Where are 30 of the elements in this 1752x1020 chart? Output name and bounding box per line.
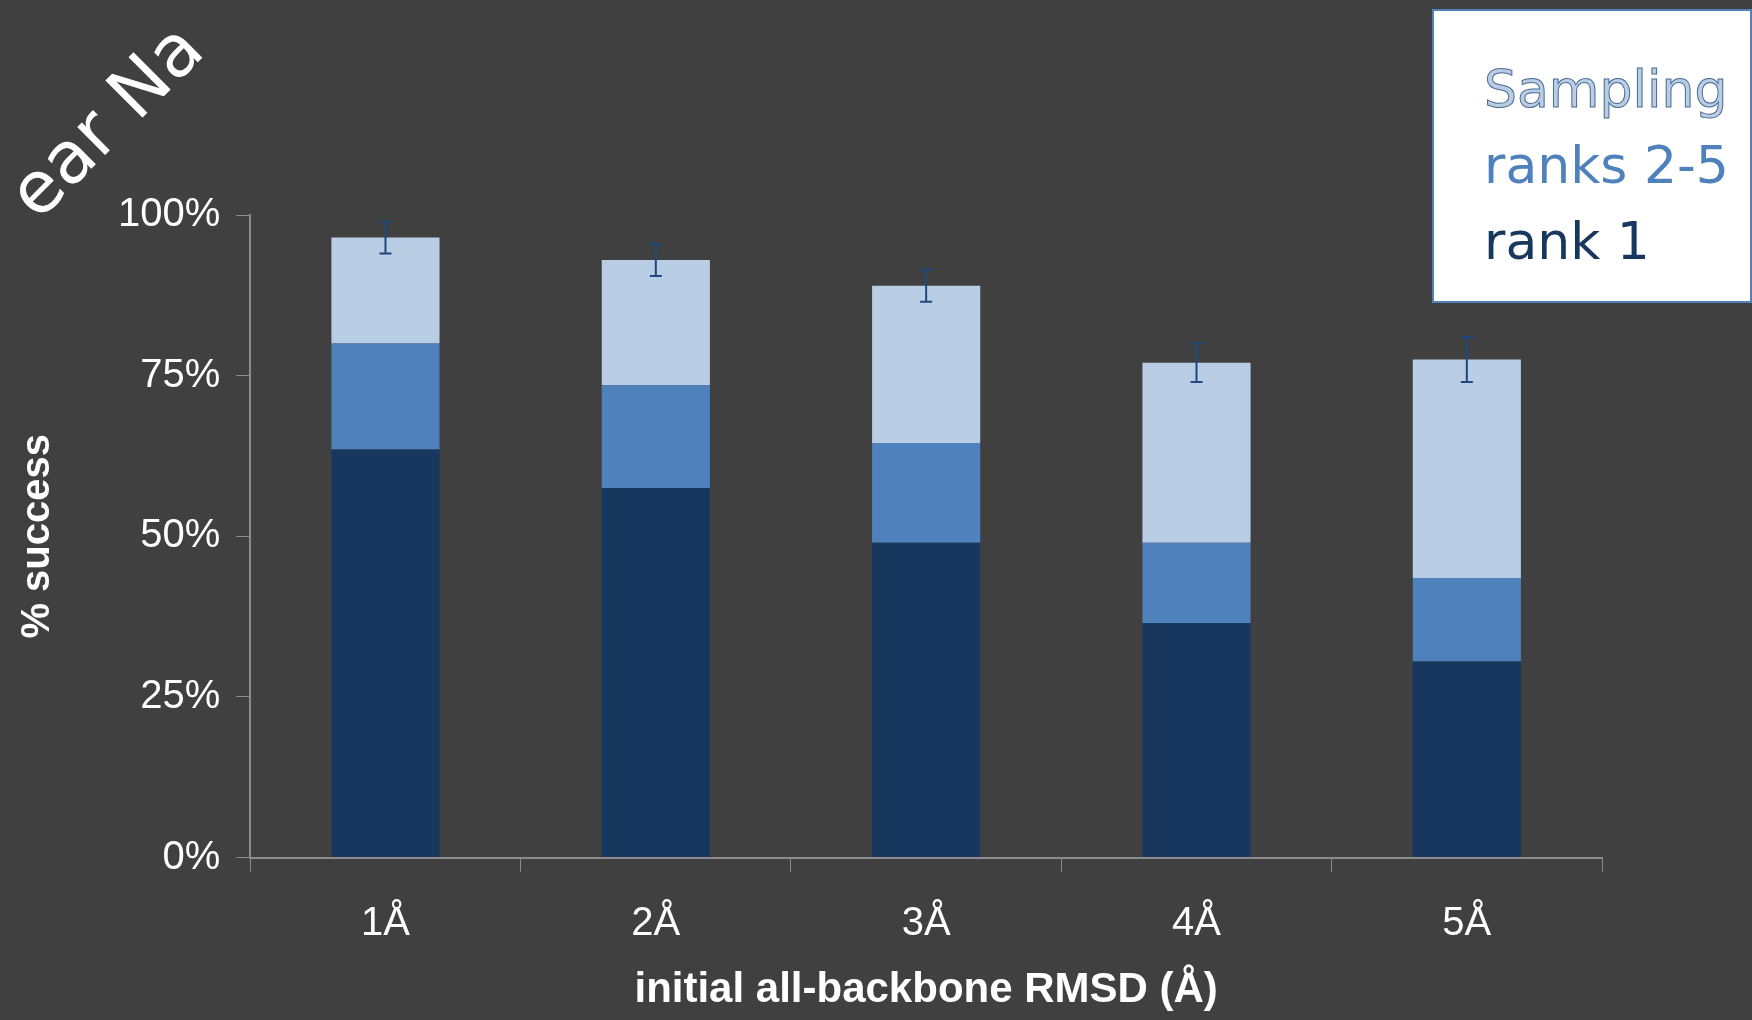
bar xyxy=(601,488,710,858)
x-tick-label: 2Å xyxy=(631,898,681,943)
bar xyxy=(331,237,440,344)
bar xyxy=(872,285,981,444)
bar xyxy=(1142,362,1251,543)
bar xyxy=(872,542,981,858)
x-tick-label: 1Å xyxy=(361,898,411,943)
y-tick-label: 75% xyxy=(140,350,221,395)
bar xyxy=(1412,661,1521,858)
y-tick-label: 50% xyxy=(140,511,221,556)
bar xyxy=(1412,578,1521,662)
text: Sampling xyxy=(1484,58,1729,121)
bar xyxy=(1412,359,1521,579)
x-tick-label: 5Å xyxy=(1442,898,1492,943)
text: ranks 2-5 xyxy=(1484,134,1730,197)
bar xyxy=(1142,623,1251,858)
bar xyxy=(872,443,981,543)
x-axis-title: initial all-backbone RMSD (Å) xyxy=(634,964,1218,1012)
y-tick-label: 25% xyxy=(140,671,221,716)
bar xyxy=(601,385,710,489)
bar xyxy=(331,449,440,858)
bar xyxy=(1142,542,1251,624)
text: rank 1 xyxy=(1484,210,1651,273)
x-tick-label: 4Å xyxy=(1172,898,1222,943)
y-tick-label: 0% xyxy=(162,832,221,877)
y-axis-title: % success xyxy=(13,434,58,639)
x-tick-label: 3Å xyxy=(901,898,951,943)
bar xyxy=(601,259,710,386)
y-tick-label: 100% xyxy=(117,190,221,235)
bar xyxy=(331,343,440,450)
